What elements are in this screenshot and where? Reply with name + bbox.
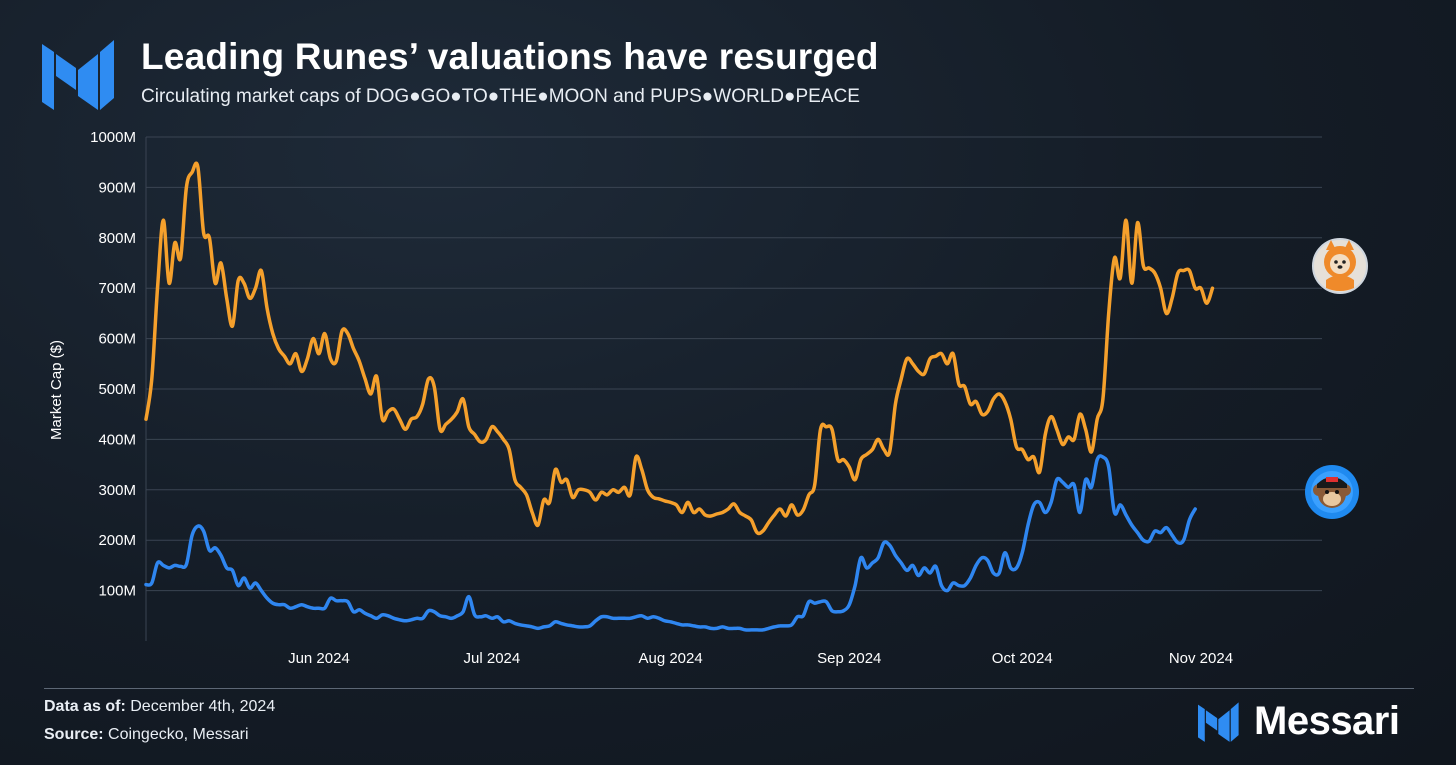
- y-tick-label: 1000M: [90, 129, 136, 146]
- y-tick-label: 700M: [98, 280, 136, 297]
- x-tick-labels: Jun 2024 Jul 2024 Aug 2024 Sep 2024 Oct 2024…: [288, 650, 1233, 667]
- series-line-dog: [144, 161, 1215, 536]
- market-cap-chart: 100M 200M 300M 400M 500M 600M 700M 800M 900M 1000…: [48, 129, 1368, 667]
- y-axis-label: Market Cap ($): [48, 340, 65, 440]
- messari-brand-icon: [1198, 702, 1239, 742]
- data-as-of-label: Data as of:: [44, 698, 126, 715]
- pups-avatar-icon: [1305, 465, 1359, 519]
- x-tick-label: Jun 2024: [288, 650, 350, 667]
- data-as-of-value: December 4th, 2024: [125, 698, 276, 715]
- y-tick-label: 400M: [98, 431, 136, 448]
- chart-title: Leading Runes’ valuations have resurged: [141, 36, 879, 77]
- messari-wordmark: Messari: [1254, 698, 1400, 743]
- y-tick-label: 600M: [98, 331, 136, 348]
- x-tick-label: Aug 2024: [638, 650, 702, 667]
- dog-avatar-icon: [1312, 238, 1368, 294]
- source-label: Source:: [44, 726, 104, 743]
- y-tick-label: 500M: [98, 381, 136, 398]
- y-tick-label: 100M: [98, 583, 136, 600]
- x-tick-label: Jul 2024: [464, 650, 521, 667]
- y-tick-label: 200M: [98, 532, 136, 549]
- gridlines: [145, 136, 1322, 641]
- source-note: Source: Coingecko, Messari: [44, 726, 249, 744]
- x-tick-label: Nov 2024: [1169, 650, 1233, 667]
- footer-divider: [44, 688, 1414, 689]
- messari-brand: Messari: [1198, 698, 1400, 744]
- y-tick-label: 300M: [98, 482, 136, 499]
- x-tick-label: Oct 2024: [992, 650, 1053, 667]
- source-value: Coingecko, Messari: [103, 726, 249, 743]
- messari-logo-icon: [42, 40, 114, 110]
- chart-subtitle: Circulating market caps of DOG●GO●TO●THE…: [141, 86, 860, 107]
- y-tick-label: 800M: [98, 230, 136, 247]
- y-tick-labels: 100M 200M 300M 400M 500M 600M 700M 800M 900M 1000…: [90, 129, 136, 600]
- series-line-pups: [144, 454, 1197, 632]
- y-tick-label: 900M: [98, 179, 136, 196]
- series-lines: [144, 161, 1215, 632]
- data-as-of: Data as of: December 4th, 2024: [44, 698, 275, 716]
- x-tick-label: Sep 2024: [817, 650, 881, 667]
